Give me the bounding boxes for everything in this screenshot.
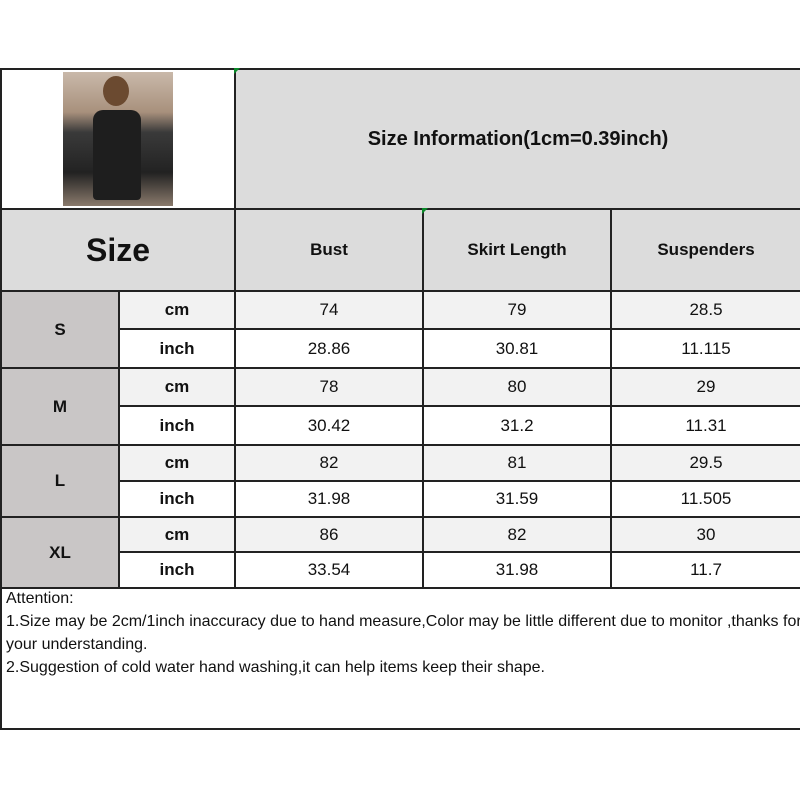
size-header: Size [0,208,236,292]
column-header-bust: Bust [234,208,424,292]
size-label: L [0,444,120,518]
attention-line-1: 1.Size may be 2cm/1inch inaccuracy due t… [6,613,800,653]
unit-label: cm [118,367,236,407]
measurement-cell: 29.5 [609,444,800,482]
unit-label: inch [118,551,236,589]
unit-label: inch [118,405,236,446]
attention-notes: Attention: 1.Size may be 2cm/1inch inacc… [0,587,800,730]
measurement-cell: 30 [609,516,800,553]
measurement-cell: 29 [609,367,800,407]
attention-line-2: 2.Suggestion of cold water hand washing,… [6,659,545,676]
column-header-skirt-length: Skirt Length [422,208,612,292]
measurement-cell: 78 [234,367,424,407]
measurement-cell: 31.2 [422,405,612,446]
table-row: inch 30.42 31.2 11.31 [1,405,800,446]
measurement-cell: 82 [422,516,612,553]
measurement-cell: 28.86 [234,328,424,369]
unit-label: inch [118,480,236,518]
size-chart-table: Size Information(1cm=0.39inch) Size Bust… [0,68,800,589]
measurement-cell: 82 [234,444,424,482]
table-row: inch 33.54 31.98 11.7 [1,551,800,589]
size-label: M [0,367,120,446]
table-row: inch 31.98 31.59 11.505 [1,480,800,518]
measurement-cell: 74 [234,290,424,330]
measurement-cell: 81 [422,444,612,482]
column-header-suspenders: Suspenders [609,208,800,292]
unit-label: cm [118,516,236,553]
measurement-cell: 79 [422,290,612,330]
size-label: S [0,290,120,369]
measurement-cell: 33.54 [234,551,424,589]
attention-heading: Attention: [6,590,74,607]
measurement-cell: 30.81 [422,328,612,369]
measurement-cell: 86 [234,516,424,553]
unit-label: cm [118,290,236,330]
measurement-cell: 30.42 [234,405,424,446]
measurement-cell: 11.7 [609,551,800,589]
size-info-title: Size Information(1cm=0.39inch) [233,68,800,210]
unit-label: cm [118,444,236,482]
measurement-cell: 28.5 [609,290,800,330]
unit-label: inch [118,328,236,369]
product-photo [63,72,173,206]
measurement-cell: 11.31 [609,405,800,446]
table-row: XL cm 86 82 30 [0,516,800,589]
size-label: XL [0,516,120,589]
measurement-cell: 31.98 [422,551,612,589]
measurement-cell: 80 [422,367,612,407]
measurement-cell: 11.115 [609,328,800,369]
measurement-cell: 11.505 [609,480,800,518]
table-row: inch 28.86 30.81 11.115 [1,328,800,369]
measurement-cell: 31.98 [234,480,424,518]
measurement-cell: 31.59 [422,480,612,518]
product-image-cell [0,68,236,210]
